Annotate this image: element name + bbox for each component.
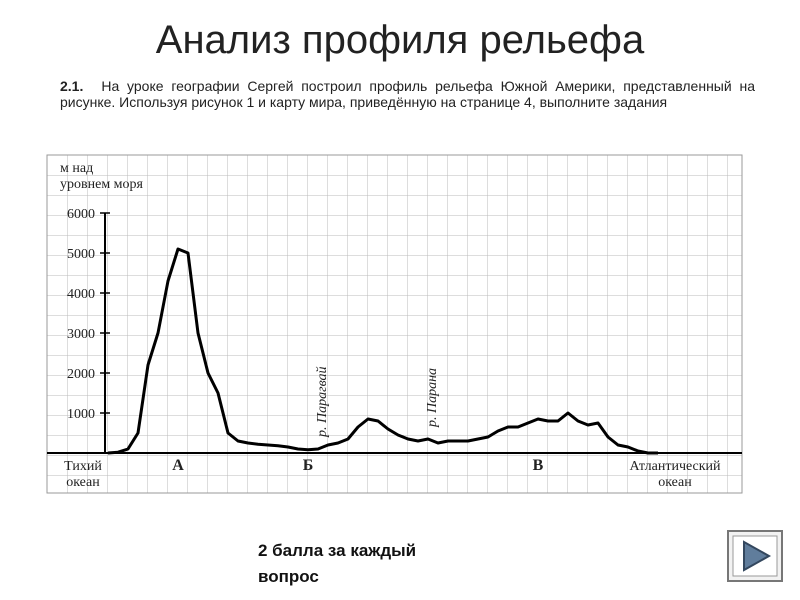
slide-title: Анализ профиля рельефа (155, 18, 645, 62)
y-tick-label: 3000 (67, 327, 95, 342)
next-button[interactable] (727, 530, 783, 582)
y-tick-label: 5000 (67, 247, 95, 262)
task-number: 2.1. (60, 78, 84, 94)
score-note: 2 балла за каждый вопрос (258, 541, 417, 586)
task-text: 2.1. На уроке географии Сергей построил п… (60, 78, 755, 140)
chart-frame (46, 154, 743, 494)
y-tick-label: 1000 (67, 407, 95, 422)
x-category-label: Атлантический океан (629, 459, 721, 490)
x-category-label: В (533, 457, 544, 474)
chart: м над уровнем моря 1000 2000 3000 4000 5000 600… (46, 154, 743, 494)
profile-line (107, 247, 658, 455)
y-tick-label: 6000 (67, 207, 95, 222)
x-category-label: Б (303, 457, 314, 474)
y-tick-label: 2000 (67, 367, 95, 382)
river-annotation: р. Парана (425, 368, 440, 428)
y-axis-label: м над уровнем моря (60, 161, 144, 192)
x-category-label: Тихий океан (64, 459, 102, 490)
x-category-label: А (172, 457, 184, 474)
y-tick-label: 4000 (67, 287, 95, 302)
task-body: На уроке географии Сергей построил профи… (60, 78, 755, 110)
play-icon[interactable] (743, 540, 772, 572)
river-annotation: р. Парагвай (315, 366, 330, 438)
